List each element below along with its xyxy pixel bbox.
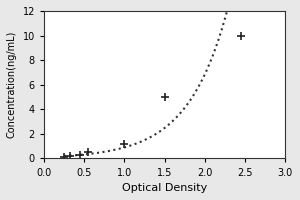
X-axis label: Optical Density: Optical Density <box>122 183 207 193</box>
Y-axis label: Concentration(ng/mL): Concentration(ng/mL) <box>7 31 17 138</box>
